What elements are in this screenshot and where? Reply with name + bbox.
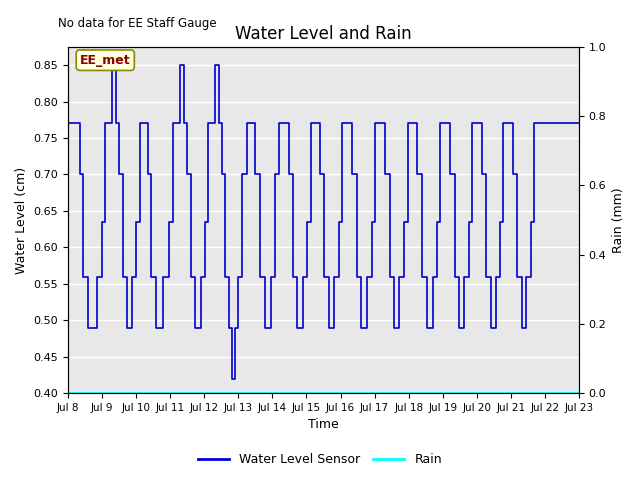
Legend: Water Level Sensor, Rain: Water Level Sensor, Rain [193, 448, 447, 471]
Text: EE_met: EE_met [80, 54, 131, 67]
Title: Water Level and Rain: Water Level and Rain [235, 24, 412, 43]
Text: No data for EE Staff Gauge: No data for EE Staff Gauge [58, 17, 216, 30]
X-axis label: Time: Time [308, 419, 339, 432]
Y-axis label: Water Level (cm): Water Level (cm) [15, 167, 28, 274]
Y-axis label: Rain (mm): Rain (mm) [612, 187, 625, 253]
